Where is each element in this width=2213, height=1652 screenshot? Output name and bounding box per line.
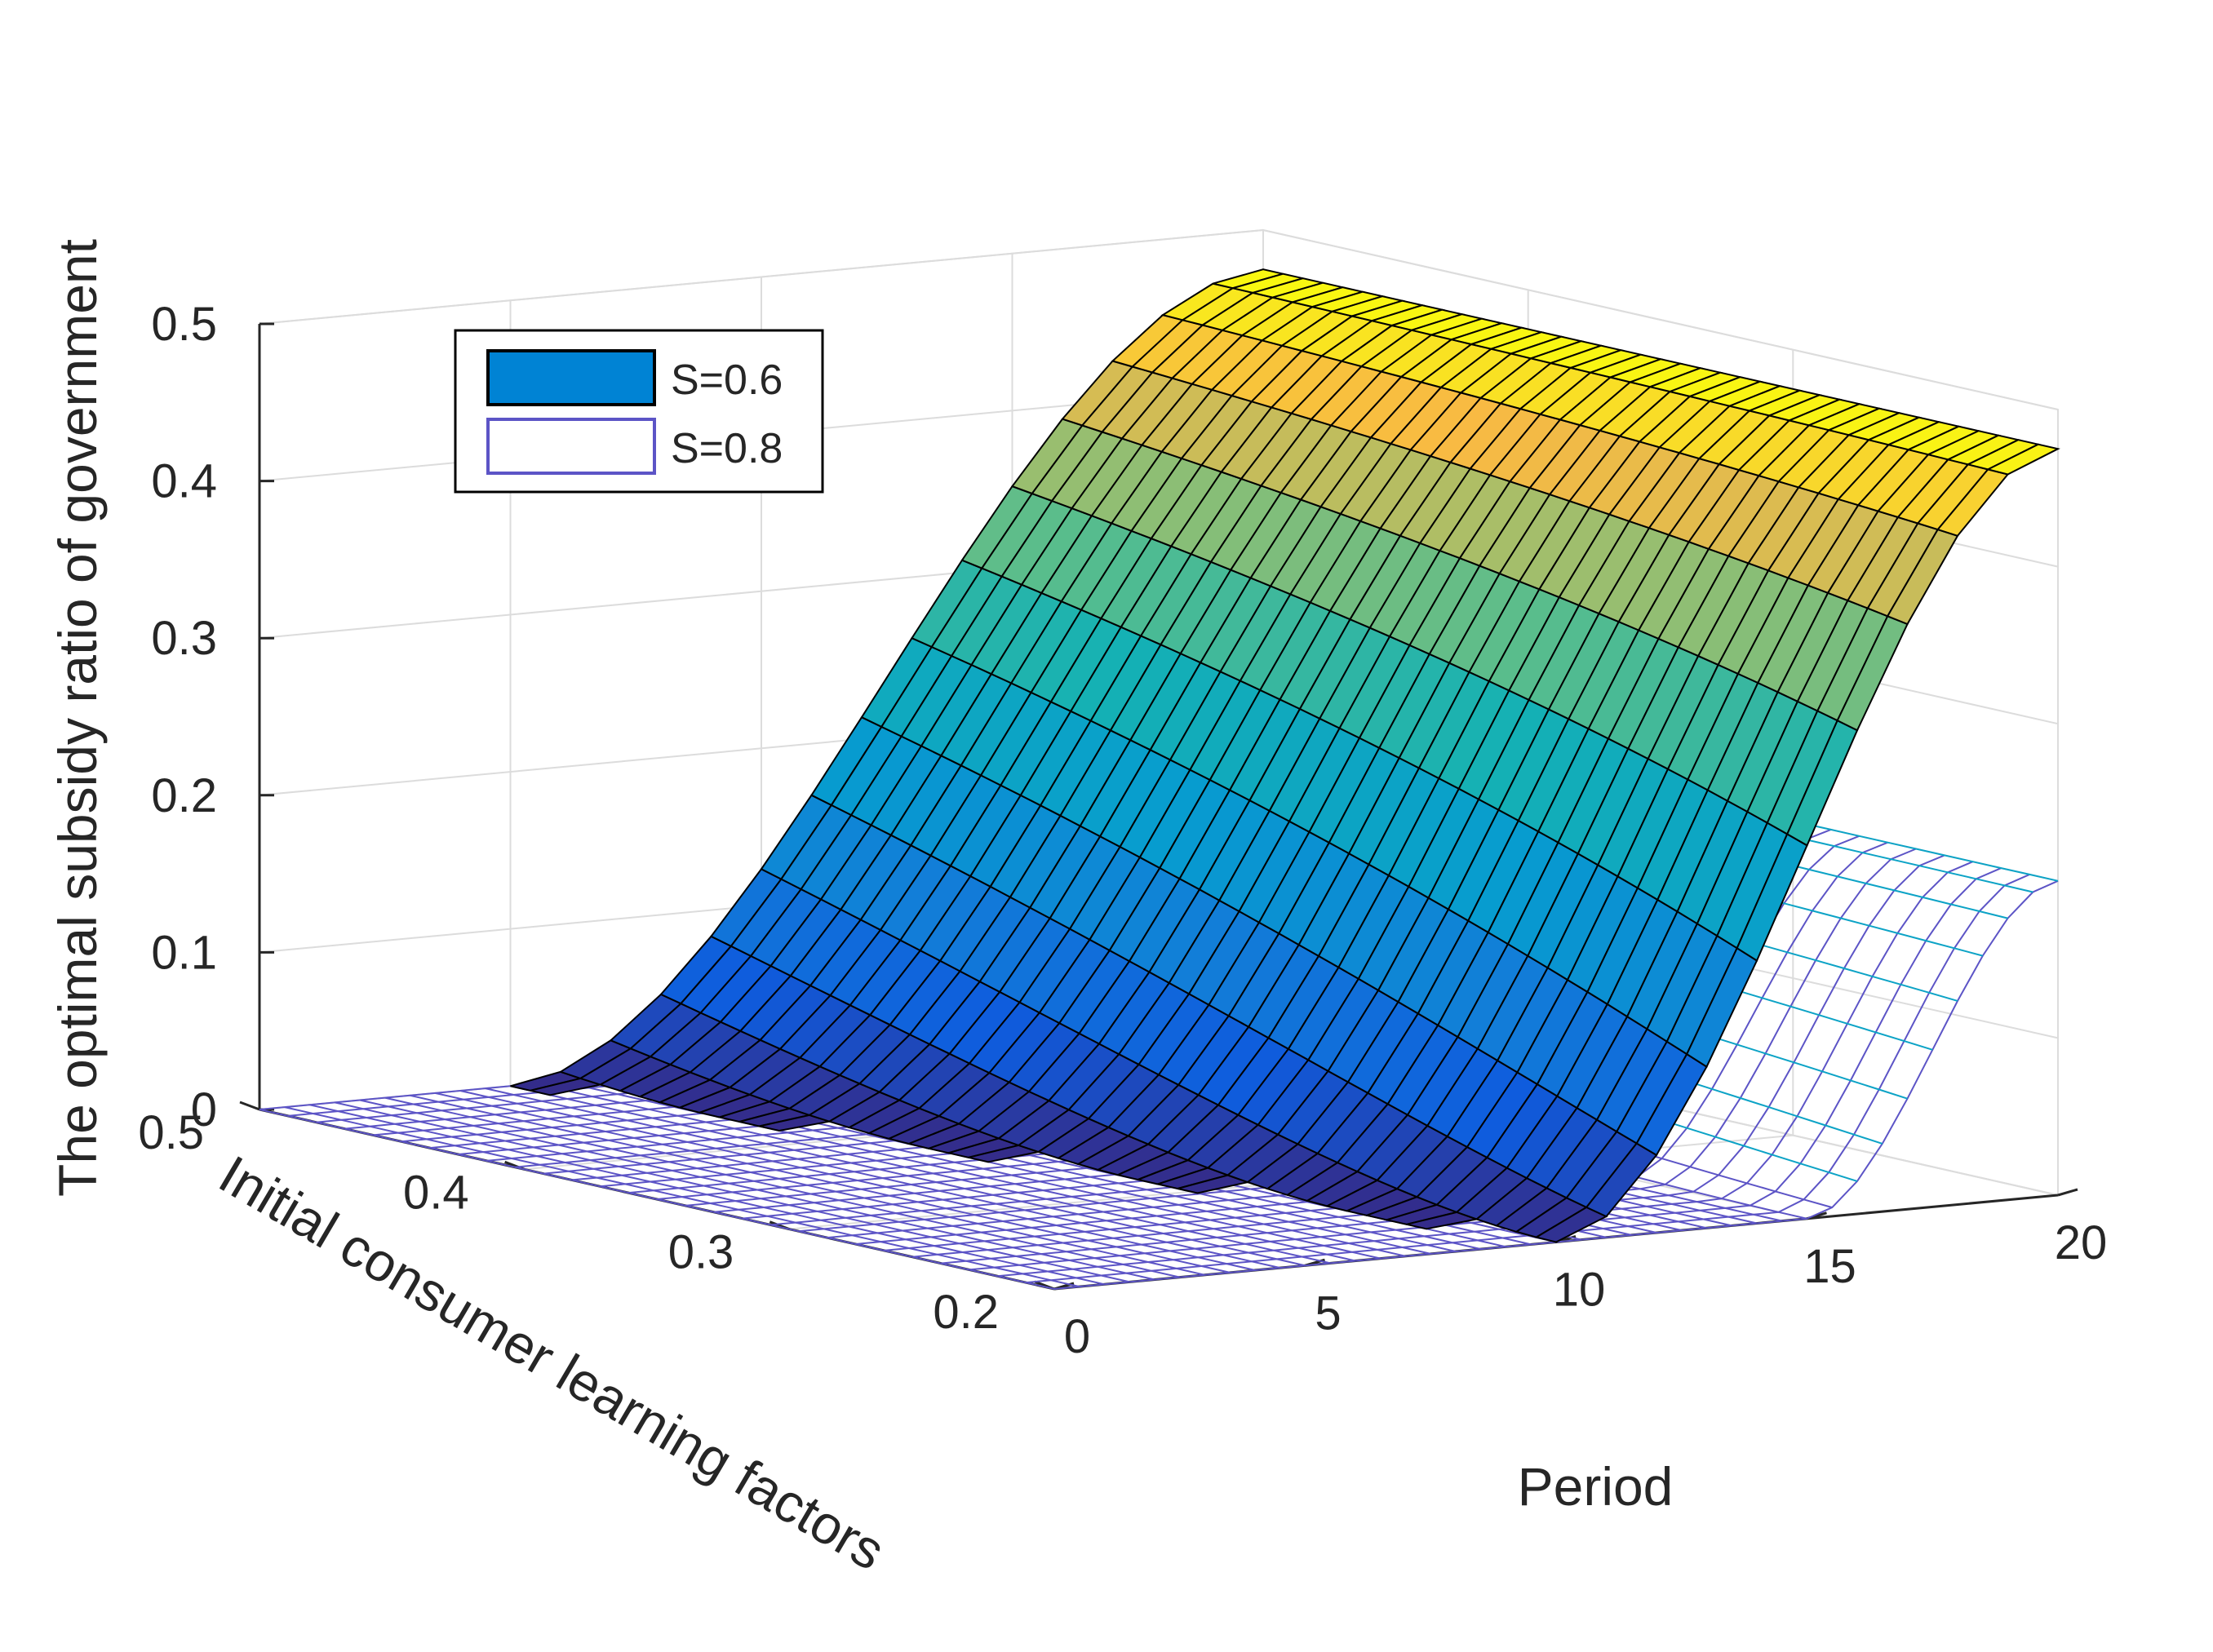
legend-swatch-s08 bbox=[486, 418, 656, 475]
mesh-line-x-3 bbox=[335, 1101, 1130, 1283]
x-tick-label-0: 0 bbox=[1064, 1310, 1090, 1363]
z-tick-label-0: 0 bbox=[191, 1083, 217, 1136]
mesh-line-x-4 bbox=[359, 1099, 1155, 1281]
z-tick-label-5: 0.5 bbox=[151, 298, 217, 351]
series-s06-surface bbox=[510, 268, 2060, 1243]
z-tick-label-3: 0.3 bbox=[151, 612, 217, 665]
z-axis-title: The optimal subsidy ratio of government bbox=[47, 239, 108, 1197]
z-tick-label-1: 0.1 bbox=[151, 926, 217, 979]
legend-label-s08: S=0.8 bbox=[671, 425, 783, 472]
legend-swatch-s06 bbox=[486, 349, 656, 406]
mesh-line-x-5 bbox=[384, 1096, 1181, 1278]
tick-labels: 0 5 10 15 200.20.30.40.500.10.20.30.40.5 bbox=[138, 298, 2107, 1363]
legend: S=0.6 S=0.8 bbox=[454, 329, 824, 494]
x-axis-title: Period bbox=[1518, 1456, 1674, 1517]
mesh-line-x-0 bbox=[259, 1109, 1055, 1290]
mesh-line-x-11 bbox=[535, 1083, 1331, 1264]
x-tick-label-3: 15 bbox=[1803, 1240, 1856, 1293]
legend-label-s06: S=0.6 bbox=[671, 357, 783, 404]
y-tick-label-1: 0.3 bbox=[668, 1226, 734, 1279]
y-tick-label-3: 0.5 bbox=[138, 1106, 204, 1159]
x-tick-label-4: 20 bbox=[2055, 1216, 2108, 1269]
mesh-line-x-9 bbox=[485, 1087, 1281, 1269]
mesh-line-x-2 bbox=[309, 1104, 1105, 1286]
y-axis-title: Initial consumer learning factors bbox=[209, 1144, 894, 1582]
mesh-line-x-1 bbox=[284, 1106, 1080, 1288]
mesh-line-x-8 bbox=[459, 1090, 1256, 1271]
mesh-line-x-7 bbox=[435, 1092, 1231, 1273]
y-tick-label-2: 0.4 bbox=[403, 1166, 469, 1219]
surface-face-494 bbox=[1985, 443, 2060, 476]
x-tick-4 bbox=[2057, 1188, 2078, 1197]
x-tick-label-2: 10 bbox=[1553, 1264, 1606, 1317]
z-tick-label-2: 0.2 bbox=[151, 769, 217, 822]
mesh-line-x-10 bbox=[510, 1085, 1306, 1267]
x-tick-label-1: 5 bbox=[1315, 1287, 1341, 1340]
y-tick-label-0: 0.2 bbox=[933, 1286, 999, 1339]
z-tick-label-4: 0.4 bbox=[151, 455, 217, 508]
y-tick-3 bbox=[239, 1101, 260, 1111]
mesh-line-x-6 bbox=[410, 1094, 1205, 1276]
